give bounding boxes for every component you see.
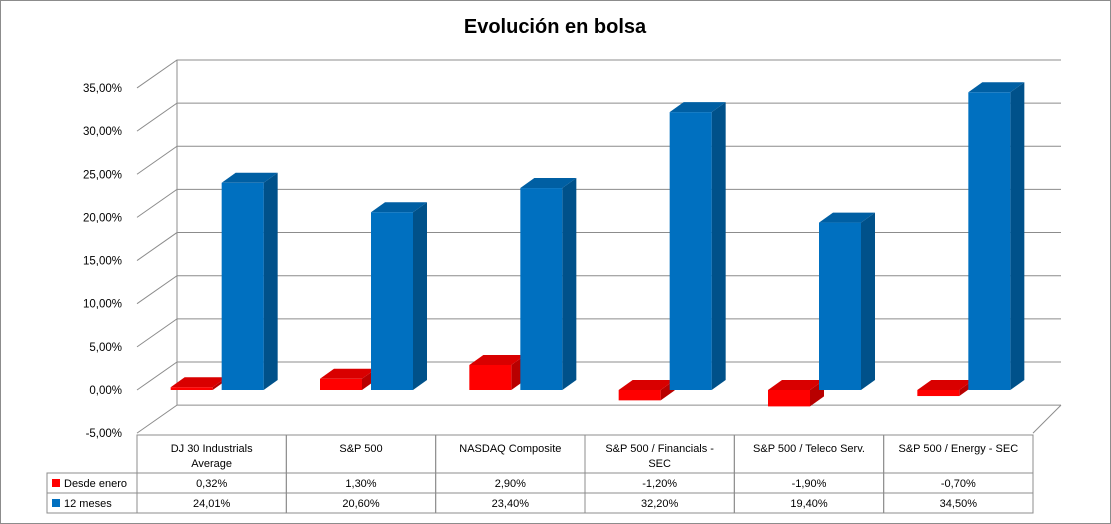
gridline bbox=[136, 102, 1061, 132]
y-tick-label: 35,00% bbox=[83, 83, 122, 95]
y-tick-labels: -5,00% 0,00% 5,00% 10,00% 15,00% 20,00% 25,00%… bbox=[83, 83, 122, 440]
data-label: 0,32% bbox=[196, 478, 227, 490]
y-tick-label: 0,00% bbox=[89, 385, 122, 397]
y-tick-label: 10,00% bbox=[83, 299, 122, 311]
legend-swatch bbox=[52, 479, 60, 487]
bar-12-meses bbox=[520, 178, 577, 390]
data-label: 20,60% bbox=[342, 498, 380, 510]
bar-desde-enero bbox=[170, 377, 227, 390]
data-table: DJ 30 Industrials Average S&P 500 NASDAQ Co… bbox=[46, 434, 1034, 514]
x-category-label: S&P 500 / Financials - bbox=[605, 443, 714, 455]
floor-edge bbox=[1032, 404, 1062, 434]
data-label: 2,90% bbox=[495, 478, 526, 490]
legend-label: Desde enero bbox=[64, 478, 127, 490]
y-tick-label: 5,00% bbox=[89, 342, 122, 354]
gridline bbox=[136, 145, 1061, 175]
x-category-label: S&P 500 bbox=[339, 443, 382, 455]
bar-12-meses bbox=[371, 202, 427, 390]
y-tick-label: -5,00% bbox=[86, 428, 122, 440]
legend-swatch bbox=[52, 499, 60, 507]
bar-desde-enero bbox=[618, 380, 675, 401]
x-category-label: SEC bbox=[648, 458, 671, 470]
data-label: 1,30% bbox=[345, 478, 376, 490]
gridlines bbox=[136, 59, 1062, 434]
bar-12-meses bbox=[221, 172, 278, 390]
bar-12-meses bbox=[669, 102, 726, 390]
bar-12-meses bbox=[819, 212, 875, 390]
bar-desde-enero bbox=[768, 380, 824, 407]
bar-desde-enero bbox=[917, 380, 974, 397]
gridline bbox=[136, 404, 1061, 434]
data-label: -1,20% bbox=[642, 478, 677, 490]
x-category-label: S&P 500 / Teleco Serv. bbox=[753, 443, 865, 455]
bar-desde-enero bbox=[469, 354, 526, 390]
y-tick-label: 30,00% bbox=[83, 126, 122, 138]
legend-label: 12 meses bbox=[64, 498, 112, 510]
gridline bbox=[136, 59, 1061, 89]
y-tick-label: 20,00% bbox=[83, 212, 122, 224]
data-label: -1,90% bbox=[792, 478, 827, 490]
bar-12-meses bbox=[968, 82, 1025, 390]
data-label: -0,70% bbox=[941, 478, 976, 490]
data-label: 34,50% bbox=[940, 498, 978, 510]
x-category-label: NASDAQ Composite bbox=[459, 443, 561, 455]
chart-title: Evolución en bolsa bbox=[464, 16, 647, 38]
x-category-label: DJ 30 Industrials bbox=[171, 443, 253, 455]
data-label: 32,20% bbox=[641, 498, 679, 510]
x-category-label: S&P 500 / Energy - SEC bbox=[899, 443, 1019, 455]
x-category-label: Average bbox=[191, 458, 232, 470]
bar-desde-enero bbox=[320, 368, 376, 390]
bars bbox=[170, 82, 1025, 407]
y-tick-label: 25,00% bbox=[83, 169, 122, 181]
y-tick-label: 15,00% bbox=[83, 256, 122, 268]
data-label: 24,01% bbox=[193, 498, 231, 510]
data-label: 19,40% bbox=[790, 498, 828, 510]
data-label: 23,40% bbox=[492, 498, 530, 510]
